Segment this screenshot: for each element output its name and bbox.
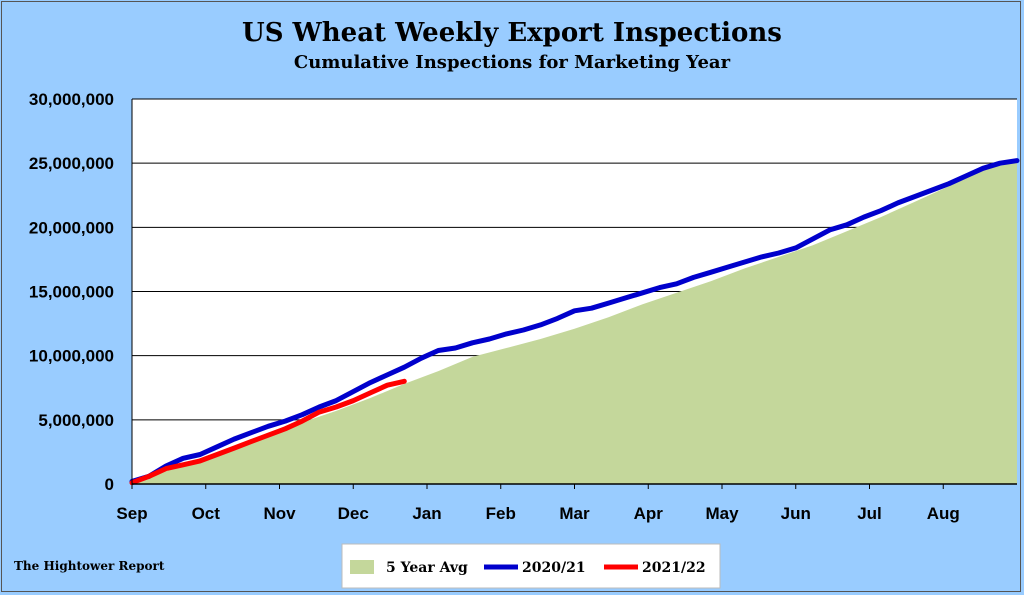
y-tick-label: 0 (105, 475, 114, 494)
series-5-year-avg-area (132, 161, 1017, 484)
x-tick-label: Dec (338, 504, 369, 523)
legend-label-5-year-avg: 5 Year Avg (386, 560, 468, 576)
legend-label-2020-21: 2020/21 (522, 560, 586, 576)
chart-subtitle: Cumulative Inspections for Marketing Yea… (294, 52, 731, 73)
y-tick-label: 15,000,000 (29, 283, 114, 302)
x-tick-label: Aug (927, 504, 960, 523)
x-tick-label: Jan (412, 504, 441, 523)
x-tick-label: Nov (263, 504, 296, 523)
y-tick-label: 20,000,000 (29, 218, 114, 237)
source-label: The Hightower Report (14, 559, 165, 573)
x-axis-ticks: Sep Oct Nov Dec Jan Feb Mar Apr May Jun Jul Aug (116, 484, 960, 523)
x-tick-label: Feb (486, 504, 516, 523)
series-2021-22-line (129, 378, 407, 486)
y-tick-label: 5,000,000 (38, 411, 114, 430)
x-tick-label: Mar (559, 504, 590, 523)
x-tick-label: Jun (781, 504, 811, 523)
chart-title: US Wheat Weekly Export Inspections (242, 18, 782, 48)
y-tick-label: 25,000,000 (29, 154, 114, 173)
y-tick-label: 30,000,000 (29, 90, 114, 109)
y-axis-ticks: 0 5,000,000 10,000,000 15,000,000 20,000,000… (29, 90, 114, 494)
legend-swatch-5-year-avg (350, 560, 374, 574)
x-tick-label: May (705, 504, 739, 523)
legend-label-2021-22: 2021/22 (642, 560, 706, 576)
x-tick-label: Oct (192, 504, 221, 523)
legend: 5 Year Avg 2020/21 2021/22 (341, 543, 721, 589)
x-tick-label: Jul (857, 504, 882, 523)
x-tick-label: Sep (116, 504, 147, 523)
legend-box (341, 543, 721, 589)
series-2020-21-line (129, 158, 1020, 484)
x-tick-label: Apr (634, 504, 664, 523)
y-tick-label: 10,000,000 (29, 347, 114, 366)
